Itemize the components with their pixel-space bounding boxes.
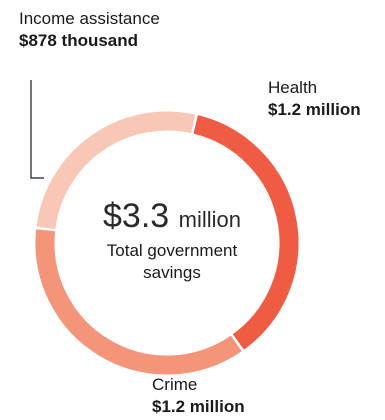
health-name: Health xyxy=(268,78,318,97)
income-assistance-label: Income assistance $878 thousand xyxy=(19,8,179,52)
income-assistance-value: $878 thousand xyxy=(19,31,139,50)
total-unit: million xyxy=(178,207,241,232)
total-savings-amount: $3.3 million xyxy=(58,196,286,240)
donut-slices xyxy=(35,111,299,375)
total-amount: $3.3 xyxy=(103,197,170,235)
crime-name: Crime xyxy=(152,375,198,394)
health-label: Health $1.2 million xyxy=(268,77,385,121)
donut-slice-income-assistance xyxy=(36,111,196,230)
crime-value: $1.2 million xyxy=(152,397,245,416)
donut-center-total: $3.3 million Total government savings xyxy=(58,196,286,284)
donut-slice-health xyxy=(193,115,299,350)
donut-slice-crime xyxy=(35,229,242,375)
income-assistance-name: Income assistance xyxy=(19,9,160,28)
crime-label: Crime $1.2 million xyxy=(152,374,292,418)
total-savings-caption: Total government savings xyxy=(106,241,238,282)
income-leader-line xyxy=(30,80,44,179)
health-value: $1.2 million xyxy=(268,100,361,119)
